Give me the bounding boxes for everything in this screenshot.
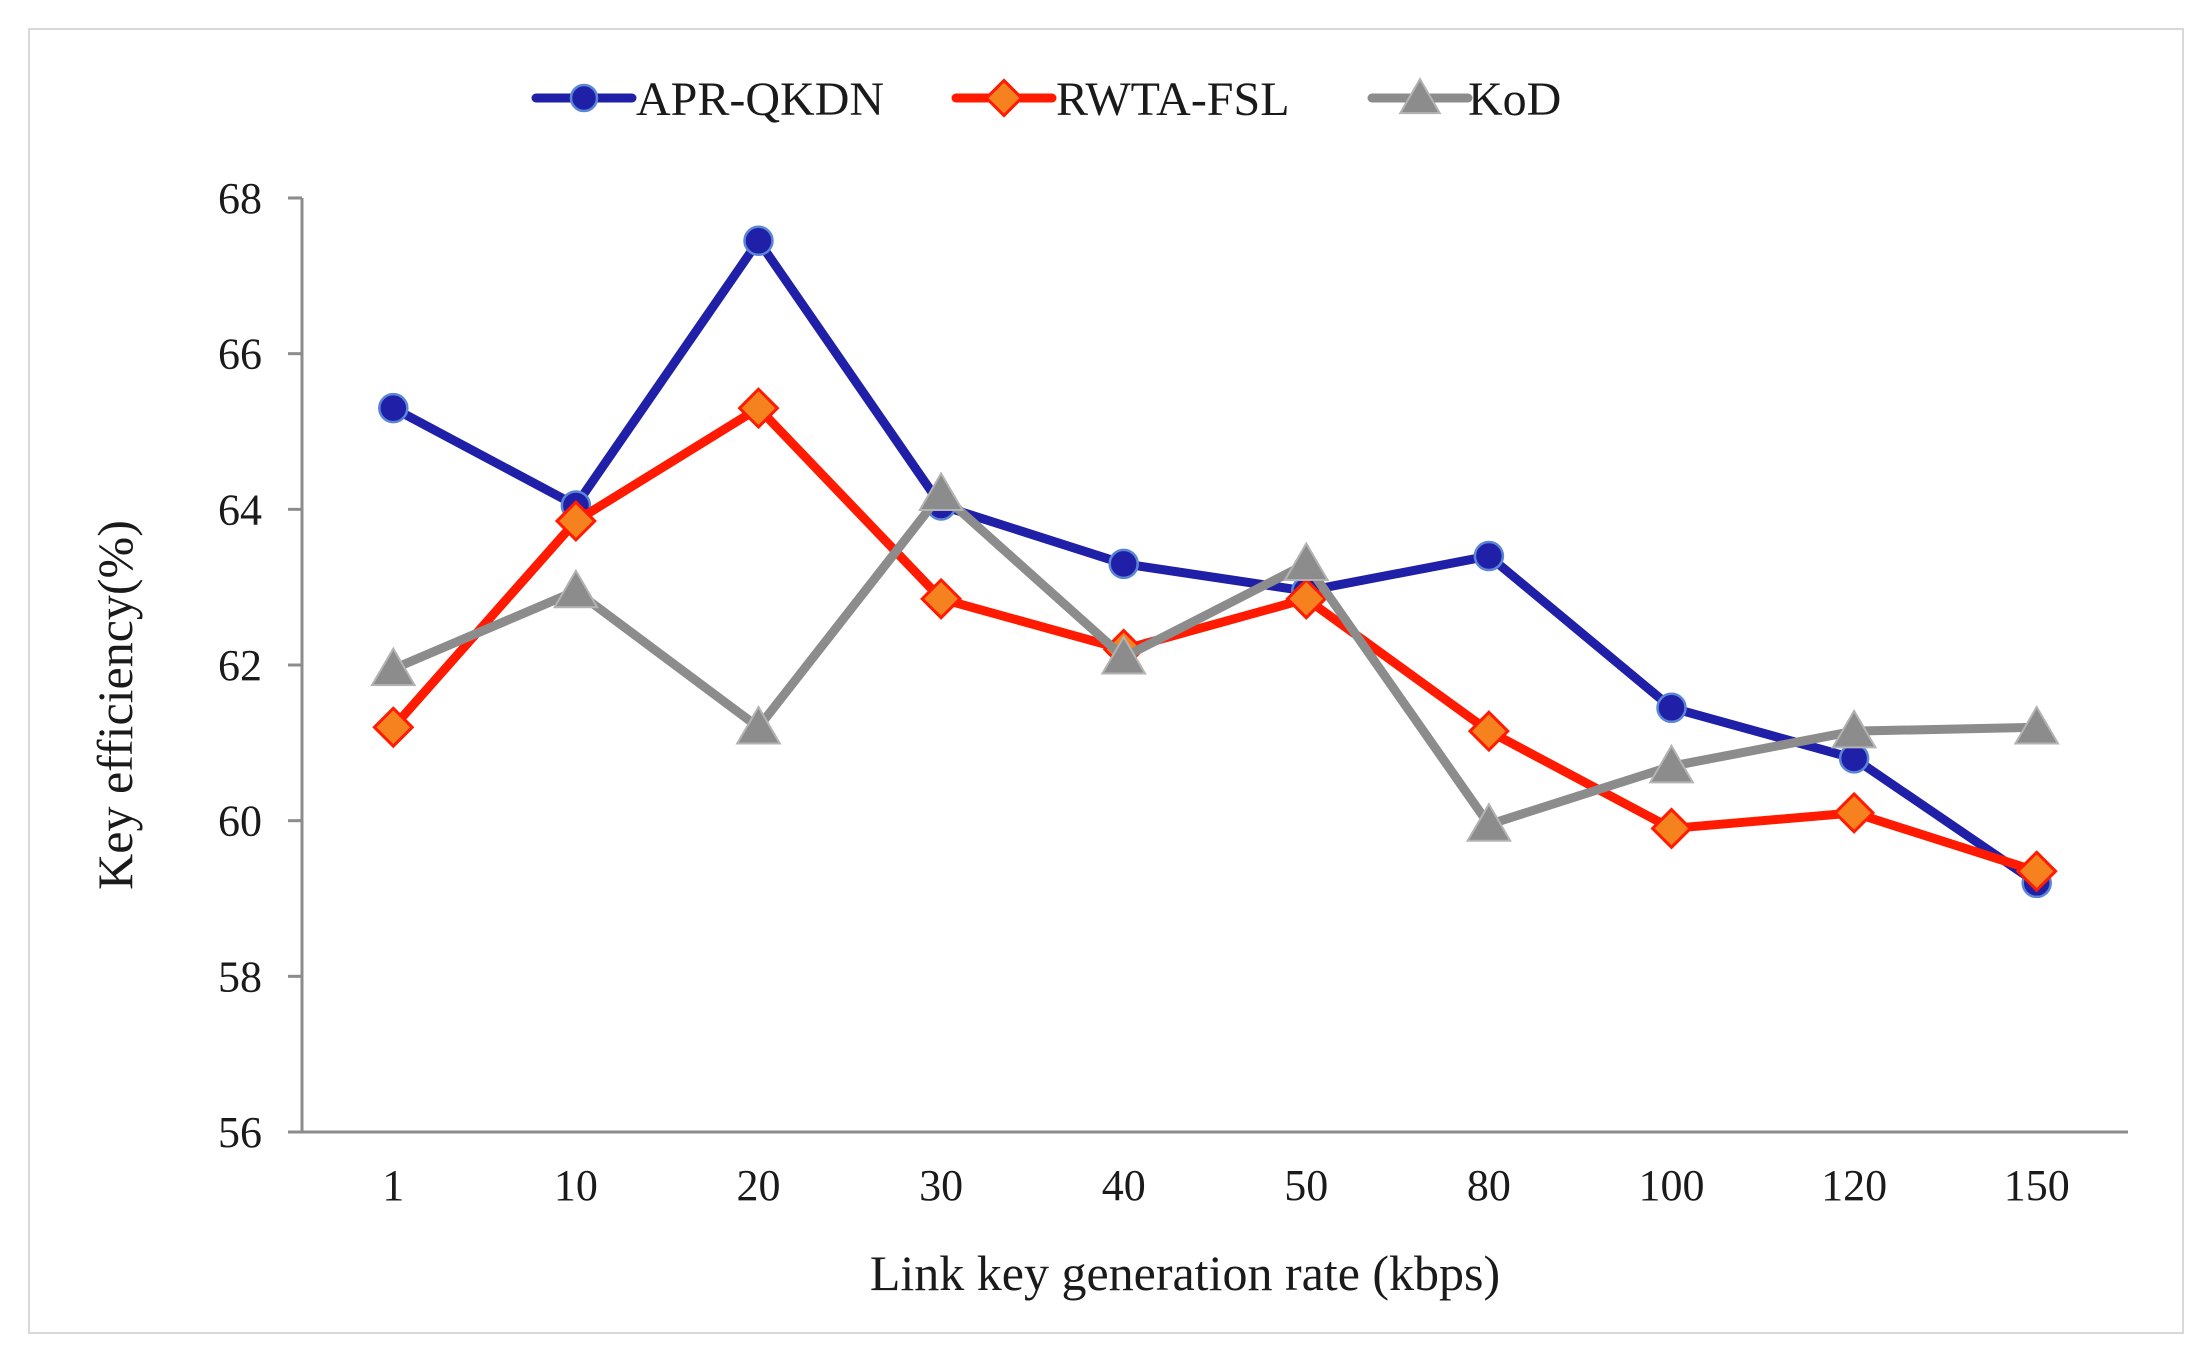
data-point <box>378 392 409 424</box>
data-point <box>735 704 782 745</box>
data-point <box>1833 791 1876 834</box>
axes: 56 58 60 62 64 66 68 1 10 20 30 40 50 80 100 120 150 <box>218 174 2128 1210</box>
y-tick-label: 56 <box>218 1108 262 1157</box>
y-tick-label: 62 <box>218 641 262 690</box>
series-kod <box>370 471 2060 842</box>
data-point <box>569 83 599 113</box>
data-point <box>984 78 1024 118</box>
data-point <box>1283 541 1330 582</box>
data-point <box>2015 850 2058 893</box>
y-tick-label: 68 <box>218 174 262 223</box>
x-tick-label: 20 <box>737 1161 781 1210</box>
data-point <box>1398 77 1442 115</box>
x-axis-title: Link key generation rate (kbps) <box>870 1245 1500 1301</box>
x-tick-label: 120 <box>1821 1161 1887 1210</box>
data-point <box>370 646 417 687</box>
legend-label: RWTA-FSL <box>1056 73 1290 126</box>
legend-item-rwta-fsl: RWTA-FSL <box>951 73 1290 126</box>
data-point <box>554 499 597 543</box>
y-tick-label: 58 <box>218 952 262 1001</box>
data-point <box>552 568 599 609</box>
legend-label: KoD <box>1468 73 1561 126</box>
data-point <box>1467 710 1510 753</box>
data-point <box>1838 743 1870 774</box>
data-point <box>1473 540 1505 572</box>
x-tick-label: 100 <box>1639 1161 1705 1210</box>
series-apr-qkdn <box>378 225 2052 899</box>
series-layer <box>370 225 2060 899</box>
legend: APR-QKDN RWTA-FSL KoD <box>531 73 1561 126</box>
data-point <box>743 225 774 257</box>
x-tick-label: 30 <box>919 1161 963 1210</box>
x-tick-label: 10 <box>554 1161 598 1210</box>
legend-item-kod: KoD <box>1367 73 1561 126</box>
y-axis-title: Key efficiency(%) <box>87 520 143 890</box>
x-tick-label: 1 <box>382 1161 404 1210</box>
data-point <box>1100 634 1147 675</box>
data-point <box>2013 704 2060 745</box>
y-tick-label: 66 <box>218 330 262 379</box>
data-point <box>1285 577 1328 620</box>
series-rwta-fsl <box>372 387 2058 893</box>
data-point <box>918 471 965 512</box>
data-point <box>1831 708 1878 749</box>
x-tick-label: 150 <box>2004 1161 2070 1210</box>
y-tick-label: 60 <box>218 797 262 846</box>
legend-item-apr-qkdn: APR-QKDN <box>531 73 884 126</box>
x-tick-label: 80 <box>1467 1161 1511 1210</box>
data-point <box>920 577 963 620</box>
data-point <box>372 706 415 749</box>
y-tick-label: 64 <box>218 485 262 534</box>
series-line <box>388 403 2042 876</box>
series-line <box>388 236 2042 888</box>
x-tick-label: 50 <box>1284 1161 1328 1210</box>
data-point <box>737 387 780 430</box>
data-point <box>1108 548 1139 580</box>
data-point <box>1648 743 1695 784</box>
data-point <box>1650 807 1693 850</box>
data-point <box>1465 802 1512 842</box>
legend-label: APR-QKDN <box>636 73 884 126</box>
data-point <box>1656 692 1687 724</box>
series-line <box>388 489 2042 830</box>
x-tick-label: 40 <box>1102 1161 1146 1210</box>
